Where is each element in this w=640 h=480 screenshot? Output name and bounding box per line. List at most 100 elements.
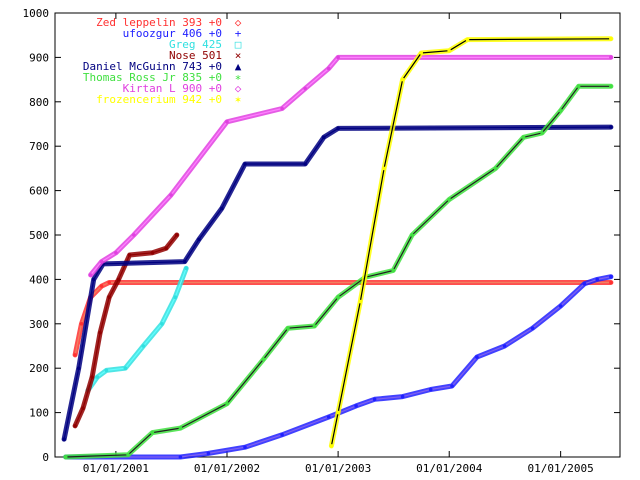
- series-line-4: [63, 126, 611, 440]
- series-band-1: [63, 274, 614, 460]
- series-4-point-1: [76, 366, 81, 371]
- series-7-point-0: [329, 444, 334, 448]
- series-1-point-1: [178, 455, 183, 459]
- series-2-point-1: [95, 375, 100, 379]
- series-4-point-5: [197, 237, 201, 242]
- legend-marker-0: ◇: [235, 16, 242, 29]
- series-2-point-3: [123, 366, 128, 371]
- x-tick-label: 01/01/2002: [194, 462, 260, 475]
- series-6-point-8: [326, 66, 331, 71]
- series-1-point-13: [530, 326, 535, 331]
- series-1-point-2: [206, 451, 211, 456]
- series-line-0: [74, 281, 611, 356]
- series-4-point-6: [220, 206, 224, 211]
- y-tick-label: 800: [29, 96, 49, 109]
- series-5-point-12: [447, 197, 452, 202]
- x-axis: 01/01/2001 01/01/2002 01/01/2003 01/01/2004…: [83, 13, 594, 475]
- series-2-point-5: [160, 322, 164, 326]
- series-5-point-0: [63, 455, 68, 459]
- series-0-point-4: [107, 280, 111, 285]
- series-5-point-17: [576, 84, 581, 89]
- legend-label-7: frozencerium 942 +0: [96, 93, 222, 106]
- series-0-point-0: [73, 353, 77, 357]
- series-7-point-7: [465, 37, 470, 42]
- series-5-point-4: [225, 401, 229, 406]
- series-7-point-8: [609, 37, 613, 41]
- series-4-point-2: [91, 277, 96, 282]
- legend-marker-3: ×: [235, 49, 242, 62]
- series-4-point-0: [62, 437, 66, 442]
- series-1-point-10: [450, 384, 454, 388]
- series-2-point-2: [104, 368, 109, 373]
- series-1-point-8: [400, 394, 405, 399]
- series-2-point-4: [141, 344, 146, 348]
- series-6-point-10: [609, 55, 613, 60]
- series-line-1: [65, 276, 612, 458]
- series-3-point-8: [164, 246, 168, 251]
- series-5-point-8: [336, 295, 340, 300]
- series-6-point-0: [88, 273, 93, 277]
- series-3-point-2: [90, 375, 94, 379]
- series-3-point-1: [81, 406, 85, 411]
- series-lines: [61, 36, 614, 460]
- series-6-point-5: [225, 120, 229, 124]
- series-5-point-1: [126, 453, 130, 457]
- series-1-point-15: [582, 282, 587, 286]
- series-5-point-14: [521, 135, 526, 140]
- y-tick-label: 500: [29, 229, 49, 242]
- series-4-point-4: [182, 259, 187, 264]
- y-tick-label: 600: [29, 185, 49, 198]
- series-5-point-5: [261, 357, 266, 362]
- series-6-point-7: [303, 86, 308, 91]
- y-axis: 0 100 200 300 400 500 600 700 800 900 1000: [23, 7, 620, 464]
- series-4-point-11: [609, 125, 613, 129]
- series-5-point-7: [312, 324, 317, 328]
- series-1-point-9: [428, 387, 433, 392]
- series-4-point-9: [322, 135, 326, 140]
- series-5-point-3: [178, 426, 183, 430]
- series-0-point-1: [79, 322, 84, 326]
- y-tick-label: 0: [42, 451, 49, 464]
- series-1-point-4: [280, 433, 284, 437]
- series-3-point-7: [150, 251, 155, 255]
- legend-label-1: ufoozgur 406 +0: [123, 27, 222, 40]
- series-3-point-4: [107, 295, 111, 300]
- series-3-point-0: [73, 424, 77, 428]
- legend-marker-1: +: [235, 27, 242, 40]
- series-3-point-6: [127, 253, 132, 257]
- y-tick-label: 900: [29, 51, 49, 64]
- x-tick-label: 01/01/2005: [528, 462, 594, 475]
- series-5-point-13: [493, 166, 498, 171]
- series-1-point-12: [502, 344, 507, 348]
- legend-label-4: Daniel McGuinn 743 +0: [83, 60, 222, 73]
- series-1-point-17: [609, 274, 613, 279]
- series-6-point-6: [280, 106, 284, 111]
- series-5-point-16: [558, 108, 563, 113]
- legend-marker-6: ◇: [235, 82, 242, 95]
- series-1-point-7: [372, 397, 377, 402]
- series-4-point-8: [303, 162, 308, 166]
- series-5-point-2: [150, 430, 155, 435]
- series-1-point-11: [475, 355, 479, 359]
- series-1-point-6: [354, 404, 358, 408]
- series-1-point-5: [326, 415, 331, 419]
- series-5-point-10: [391, 268, 396, 273]
- legend-label-2: Greg 425: [169, 38, 222, 51]
- x-tick-label: 01/01/2001: [83, 462, 149, 475]
- legend-label-3: Nose 501: [169, 49, 222, 62]
- series-4-point-7: [243, 162, 247, 166]
- legend-label-6: Kirtan L 900 +0: [123, 82, 222, 95]
- y-tick-label: 700: [29, 140, 49, 153]
- legend-marker-7: ✶: [235, 93, 242, 106]
- series-7-point-5: [419, 51, 424, 55]
- series-6-point-3: [132, 233, 136, 237]
- series-1-point-3: [243, 445, 247, 450]
- legend-label-5: Thomas Ross Jr 835 +0: [83, 71, 222, 84]
- series-3-point-3: [98, 330, 102, 335]
- x-tick-label: 01/01/2003: [305, 462, 371, 475]
- series-4-point-10: [336, 126, 340, 131]
- series-7-point-4: [400, 77, 405, 82]
- series-1-point-16: [595, 277, 599, 282]
- series-1-point-14: [558, 304, 563, 308]
